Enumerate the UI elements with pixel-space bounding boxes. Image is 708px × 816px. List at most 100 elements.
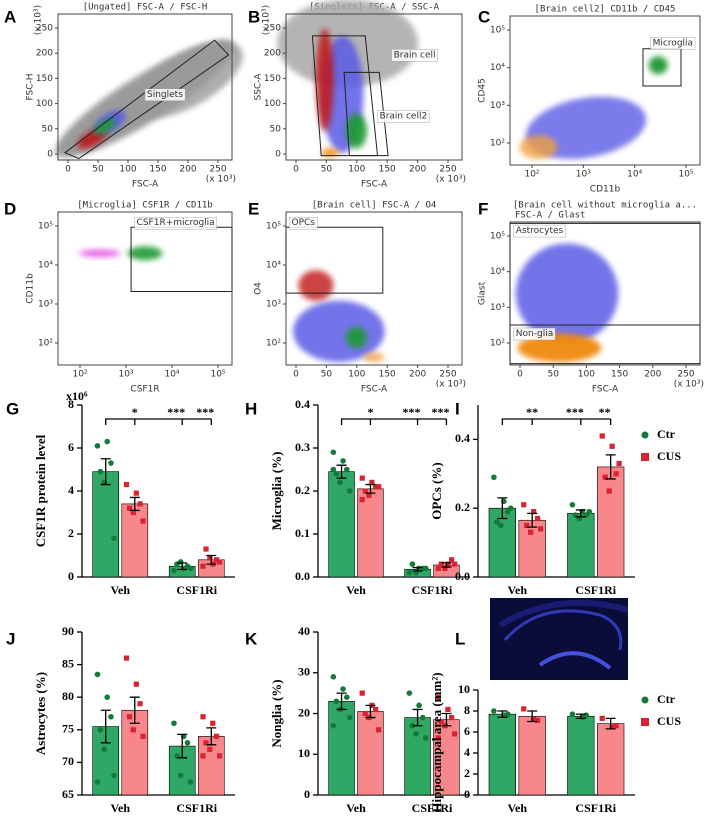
data-point — [606, 488, 612, 494]
legend-marker — [641, 718, 649, 726]
data-point — [599, 715, 605, 721]
data-point — [123, 655, 130, 661]
y-tick-label: 10⁴ — [490, 267, 505, 277]
significance-bracket — [340, 418, 448, 425]
y-tick-label: 10³ — [490, 101, 505, 111]
bar — [597, 466, 625, 578]
data-point — [452, 731, 458, 737]
x-tick-label: 250 — [677, 370, 694, 380]
x-tick-label: 0 — [517, 370, 523, 380]
data-point — [569, 711, 576, 717]
x-tick-label: Veh — [507, 801, 527, 815]
data-point — [210, 720, 216, 726]
y-tick-label: 0 — [304, 787, 310, 801]
significance-label: * — [367, 405, 373, 419]
gate — [509, 324, 701, 365]
x-tick-label: 250 — [439, 370, 456, 380]
data-point — [373, 484, 379, 490]
x-tick-label: CSF1Ri — [176, 583, 217, 597]
data-point — [599, 433, 605, 439]
x-axis-label: FSC-A — [361, 385, 388, 395]
y-tick-label: 6 — [464, 724, 470, 738]
y-tick-label: 80 — [62, 689, 74, 703]
data-point — [177, 772, 184, 779]
error-bar — [441, 562, 452, 568]
plot-frame — [285, 13, 463, 161]
error-bar — [206, 554, 217, 565]
error-bar — [336, 692, 347, 711]
error-bar — [129, 496, 140, 511]
data-point — [602, 474, 608, 480]
gate-label-box — [650, 37, 696, 50]
data-point — [413, 731, 419, 737]
event-clouds — [293, 270, 385, 362]
y-tick-label: 10⁵ — [266, 222, 281, 232]
data-point — [187, 565, 194, 572]
data-point — [376, 484, 382, 490]
data-point — [359, 497, 365, 503]
x-tick-label: 250 — [439, 165, 456, 175]
y-axis-label: FSC-H — [26, 73, 36, 100]
y-tick-label: 100 — [264, 99, 281, 109]
gate-label: CSF1R+microglia — [137, 218, 215, 228]
error-bar — [206, 727, 217, 746]
data-point — [521, 706, 527, 712]
gate-label-box — [144, 88, 186, 102]
gate — [285, 226, 384, 294]
bar — [567, 513, 595, 578]
y-axis-label: OPCs (%) — [429, 462, 444, 519]
data-point — [343, 466, 350, 473]
event-clouds — [519, 56, 668, 160]
y-tick-label: 4 — [464, 745, 470, 759]
legend-label: Ctr — [657, 427, 676, 441]
panel-label: K — [245, 629, 258, 648]
data-point — [616, 460, 622, 467]
data-point — [442, 565, 448, 571]
y-tick-label: 150 — [36, 74, 53, 84]
data-point — [609, 724, 615, 730]
significance-label: *** — [167, 405, 185, 419]
data-point — [416, 702, 422, 709]
x-axis-label: FSC-A — [132, 180, 159, 190]
data-point — [200, 563, 206, 569]
event-cloud — [648, 56, 668, 75]
data-point — [111, 535, 117, 542]
y-tick-label: 8 — [464, 703, 470, 717]
data-point — [435, 565, 441, 571]
event-clouds — [277, 0, 418, 158]
data-point — [535, 515, 541, 522]
x-tick-label: 50 — [92, 165, 104, 175]
data-point — [422, 565, 429, 572]
x-tick-label: 0 — [293, 370, 299, 380]
legend-label: CUS — [657, 714, 681, 728]
event-clouds — [515, 243, 619, 363]
y-tick-label: 85 — [62, 656, 74, 670]
event-cloud — [127, 246, 163, 261]
bar — [357, 711, 384, 796]
data-point — [94, 443, 101, 449]
x-unit: (x 10³) — [436, 175, 466, 185]
x-tick-label: 10³ — [576, 170, 591, 180]
data-point — [609, 443, 615, 449]
legend-label: Ctr — [657, 692, 676, 706]
y-tick-label: 8 — [68, 397, 74, 411]
y-tick-label: 10² — [490, 139, 505, 149]
error-bar — [365, 704, 376, 719]
error-bar — [605, 717, 616, 730]
x-tick-label: 50 — [321, 165, 333, 175]
y-axis-label: Microglia (%) — [269, 452, 284, 531]
bar — [488, 507, 516, 578]
panel-label: C — [478, 7, 490, 26]
data-point — [94, 671, 101, 678]
data-point — [535, 717, 541, 724]
y-tick-label: 30 — [298, 665, 310, 679]
x-axis-label: CSF1R — [130, 385, 159, 395]
data-point — [406, 690, 413, 696]
error-bar — [605, 454, 616, 480]
bar — [488, 713, 516, 796]
data-point — [216, 753, 223, 759]
y-tick-label: 0.2 — [295, 483, 310, 497]
gate-label-box — [134, 216, 217, 230]
error-bar — [527, 512, 538, 528]
